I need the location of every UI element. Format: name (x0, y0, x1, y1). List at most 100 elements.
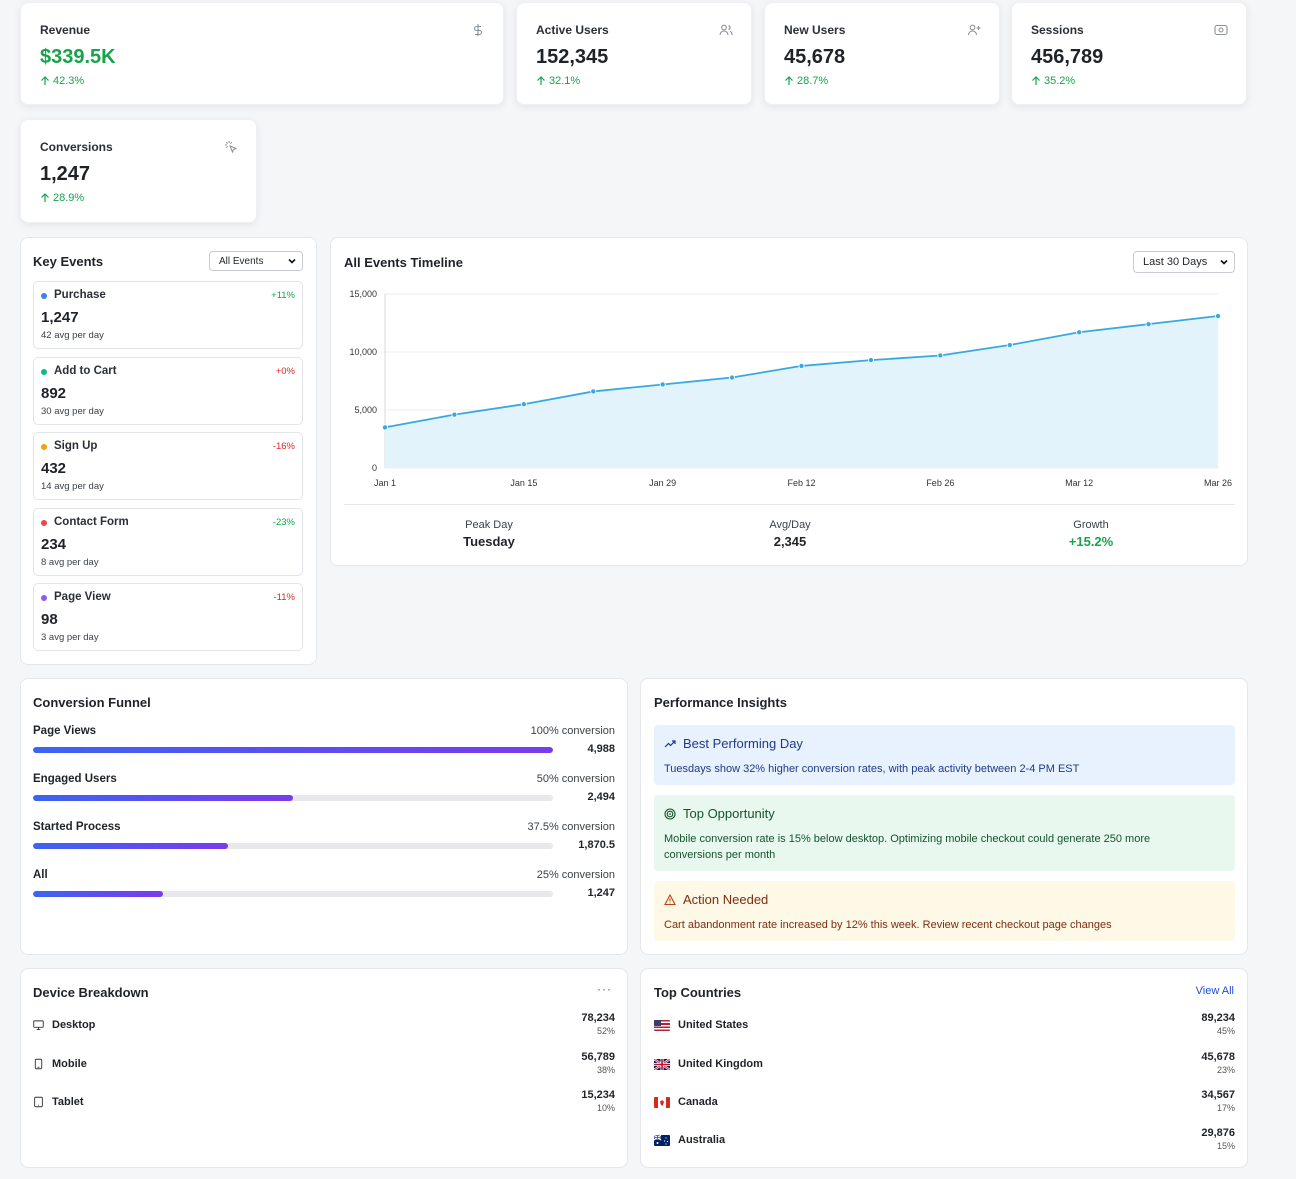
stat-value: $339.5K (40, 46, 116, 68)
event-change: +0% (275, 366, 295, 377)
timeline-title: All Events Timeline (344, 255, 463, 270)
performance-insights-panel: Performance Insights Best Performing Day… (640, 678, 1248, 955)
event-dot (41, 369, 47, 375)
country-row-uk: United Kingdom 45,678 23% (654, 1051, 1235, 1083)
event-card-sign-up[interactable]: Sign Up -16% 432 14 avg per day (33, 432, 303, 500)
stat-change-value: 32.1% (549, 75, 581, 87)
device-value: 56,789 (581, 1051, 615, 1063)
data-point[interactable] (867, 357, 874, 364)
warning-icon (664, 893, 676, 905)
data-point[interactable] (659, 381, 666, 388)
country-pct: 15% (1216, 1141, 1235, 1151)
more-options-button[interactable]: ··· (597, 982, 612, 996)
stat-label: Revenue (40, 23, 91, 37)
x-tick-label: Feb 26 (926, 478, 954, 488)
country-label: Australia (654, 1134, 725, 1146)
funnel-progress-track (33, 843, 553, 849)
country-name: United Kingdom (678, 1058, 763, 1070)
event-card-purchase[interactable]: Purchase +11% 1,247 42 avg per day (33, 281, 303, 349)
stat-change: 32.1% (536, 75, 580, 87)
arrow-up-icon (41, 193, 49, 202)
data-point[interactable] (1006, 342, 1013, 349)
country-value: 89,234 (1201, 1012, 1235, 1024)
countries-title: Top Countries (654, 985, 742, 1000)
x-tick-label: Mar 12 (1065, 478, 1093, 488)
stat-label: Conversions (40, 140, 113, 154)
timeline-panel: All Events Timeline Last 30 Days 15,000 1… (330, 237, 1248, 566)
stat-value: 456,789 (1031, 46, 1104, 68)
data-point[interactable] (1215, 313, 1222, 320)
insight-header: Top Opportunity (664, 806, 775, 821)
event-dot (41, 293, 47, 299)
event-change: -23% (272, 517, 295, 528)
arrow-up-icon (785, 76, 793, 85)
funnel-progress-fill (33, 747, 553, 753)
monitor-icon (33, 1020, 44, 1031)
event-card-add-to-cart[interactable]: Add to Cart +0% 892 30 avg per day (33, 357, 303, 425)
data-point[interactable] (937, 352, 944, 359)
device-name: Mobile (52, 1058, 87, 1070)
event-avg: 30 avg per day (41, 406, 104, 417)
insight-header: Best Performing Day (664, 736, 803, 751)
event-dot (41, 444, 47, 450)
device-pct: 38% (596, 1065, 615, 1075)
date-range-value: Last 30 Days (1143, 256, 1208, 268)
event-count: 234 (41, 536, 67, 553)
x-tick-label: Mar 26 (1204, 478, 1232, 488)
data-point[interactable] (1145, 321, 1152, 328)
country-label: United Kingdom (654, 1058, 763, 1070)
active-users-card: Active Users 152,345 32.1% (516, 2, 752, 105)
arrow-up-icon (537, 76, 545, 85)
arrow-up-icon (41, 76, 49, 85)
growth-label: Growth (1073, 519, 1109, 531)
events-filter-value: All Events (219, 255, 264, 267)
user-plus-icon (967, 23, 981, 37)
event-count: 892 (41, 385, 67, 402)
view-all-link[interactable]: View All (1195, 985, 1234, 997)
funnel-step-count: 2,494 (587, 791, 615, 803)
funnel-step: Page Views 100% conversion 4,988 (33, 725, 615, 771)
avg-day-stat: Avg/Day 2,345 (710, 519, 870, 549)
stat-change-value: 35.2% (1044, 75, 1076, 87)
avg-day-value: 2,345 (773, 534, 807, 549)
device-row-mobile: Mobile 56,789 38% (33, 1051, 615, 1083)
event-card-page-view[interactable]: Page View -11% 98 3 avg per day (33, 583, 303, 651)
events-filter-select[interactable]: All Events (209, 251, 303, 271)
conversion-funnel-panel: Conversion Funnel Page Views 100% convers… (20, 678, 628, 955)
data-point[interactable] (382, 424, 389, 431)
country-value: 34,567 (1201, 1089, 1235, 1101)
insight-top-opportunity: Top Opportunity Mobile conversion rate i… (654, 795, 1235, 871)
insight-action-needed: Action Needed Cart abandonment rate incr… (654, 881, 1235, 941)
data-point[interactable] (451, 411, 458, 418)
event-card-contact-form[interactable]: Contact Form -23% 234 8 avg per day (33, 508, 303, 576)
x-tick-label: Jan 15 (510, 478, 537, 488)
event-avg: 3 avg per day (41, 632, 99, 643)
new-users-card: New Users 45,678 28.7% (764, 2, 1000, 105)
stat-change: 28.7% (784, 75, 828, 87)
stat-value: 1,247 (40, 163, 91, 185)
data-point[interactable] (798, 362, 805, 369)
chevron-down-icon (1220, 259, 1228, 265)
date-range-select[interactable]: Last 30 Days (1133, 251, 1235, 273)
funnel-step-conversion: 50% conversion (536, 773, 615, 785)
funnel-step: All 25% conversion 1,247 (33, 869, 615, 915)
event-avg: 8 avg per day (41, 557, 99, 568)
pointer-click-icon (224, 140, 238, 154)
insight-title: Best Performing Day (683, 736, 803, 751)
stat-value: 152,345 (536, 46, 609, 68)
data-point[interactable] (729, 374, 736, 381)
arrow-up-icon (1032, 76, 1040, 85)
chevron-down-icon (288, 258, 296, 264)
device-breakdown-panel: Device Breakdown ··· Desktop 78,234 52% … (20, 968, 628, 1168)
data-point[interactable] (590, 388, 597, 395)
device-label: Mobile (33, 1058, 87, 1070)
data-point[interactable] (520, 401, 527, 408)
event-avg: 42 avg per day (41, 330, 104, 341)
insight-body: Mobile conversion rate is 15% below desk… (664, 833, 1151, 861)
data-point[interactable] (1076, 329, 1083, 336)
funnel-step: Started Process 37.5% conversion 1,870.5 (33, 821, 615, 867)
event-change: +11% (271, 290, 295, 301)
timeline-chart: 15,000 10,000 5,000 0 Jan 1 Jan 15 Jan 29 Feb 1… (349, 289, 1232, 488)
funnel-step-label: All (33, 869, 48, 881)
event-count: 1,247 (41, 309, 79, 326)
